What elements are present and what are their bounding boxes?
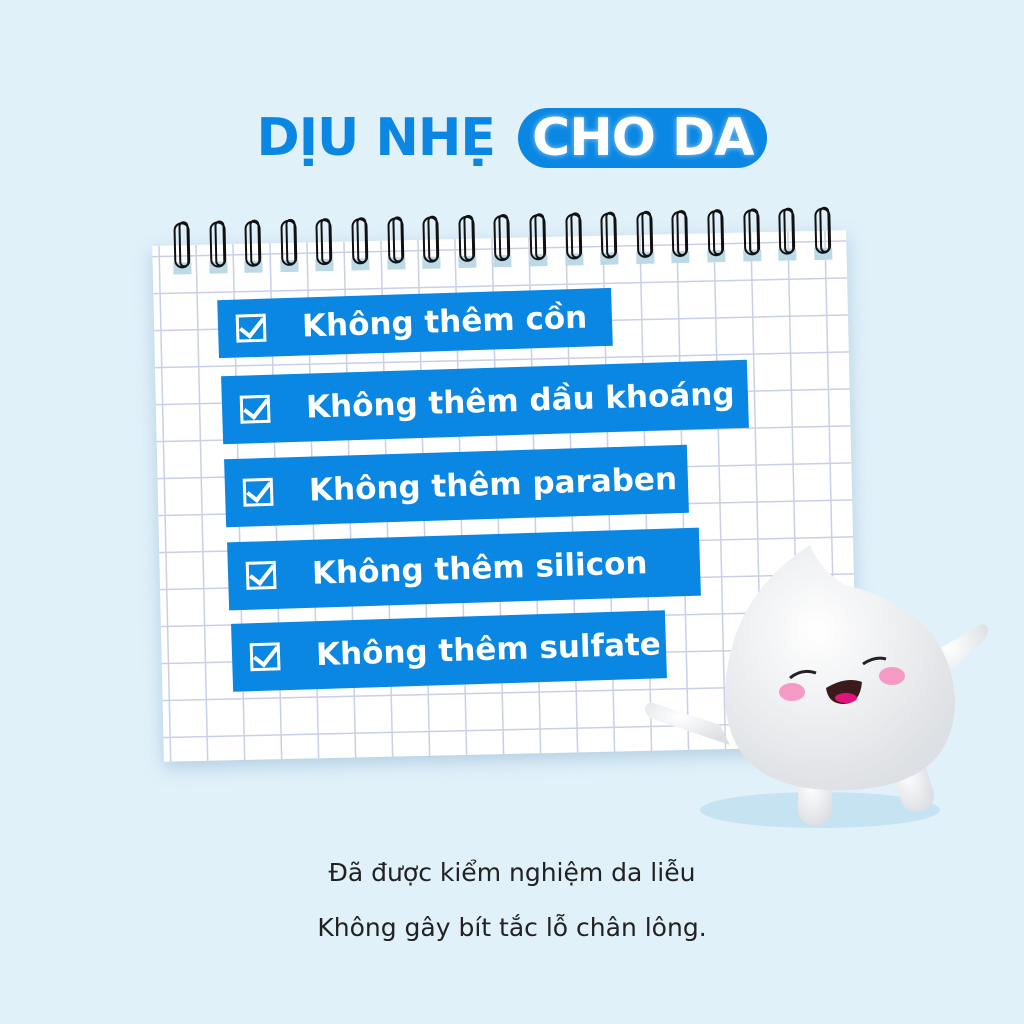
footer-line-1: Đã được kiểm nghiệm da liễu (328, 858, 696, 887)
spiral-ring (280, 219, 298, 267)
feature-label: Không thêm sulfate (315, 626, 662, 674)
spiral-ring (636, 211, 654, 259)
spiral-ring (529, 214, 547, 261)
spiral-ring (244, 220, 262, 267)
footer-line-2: Không gây bít tắc lỗ chân lông. (317, 913, 707, 942)
spiral-ring (173, 222, 191, 269)
spiral-ring (600, 212, 618, 259)
checkbox-checked-icon (242, 477, 274, 507)
spiral-ring (493, 214, 511, 262)
spiral-ring (814, 207, 832, 254)
feature-label: Không thêm paraben (308, 461, 678, 509)
checkbox-checked-icon (245, 560, 277, 590)
checkbox-checked-icon (239, 394, 271, 424)
spiral-ring (386, 217, 404, 264)
spiral-ring (564, 213, 582, 260)
spiral-ring (208, 221, 227, 268)
feature-label: Không thêm cồn (301, 299, 588, 345)
headline: DỊU NHẸ CHO DA (0, 108, 1024, 168)
checkbox-checked-icon (249, 642, 281, 672)
spiral-ring (671, 210, 689, 258)
headline-part1: DỊU NHẸ (256, 108, 496, 168)
spiral-ring (458, 215, 476, 263)
feature-label: Không thêm dầu khoáng (305, 376, 736, 426)
spiral-ring (422, 216, 440, 263)
spiral-ring (351, 218, 369, 265)
feature-bar: Không thêm sulfate (231, 610, 667, 692)
feature-bar: Không thêm cồn (217, 287, 613, 359)
spiral-ring (742, 209, 760, 256)
checkbox-checked-icon (235, 313, 267, 343)
headline-highlight: CHO DA (518, 108, 768, 168)
spiral-ring (778, 208, 796, 255)
feature-label: Không thêm silicon (311, 545, 649, 592)
spiral-ring (315, 218, 333, 266)
mascot-character (645, 545, 988, 828)
spiral-ring (707, 210, 725, 257)
feature-bar: Không thêm paraben (224, 444, 689, 528)
